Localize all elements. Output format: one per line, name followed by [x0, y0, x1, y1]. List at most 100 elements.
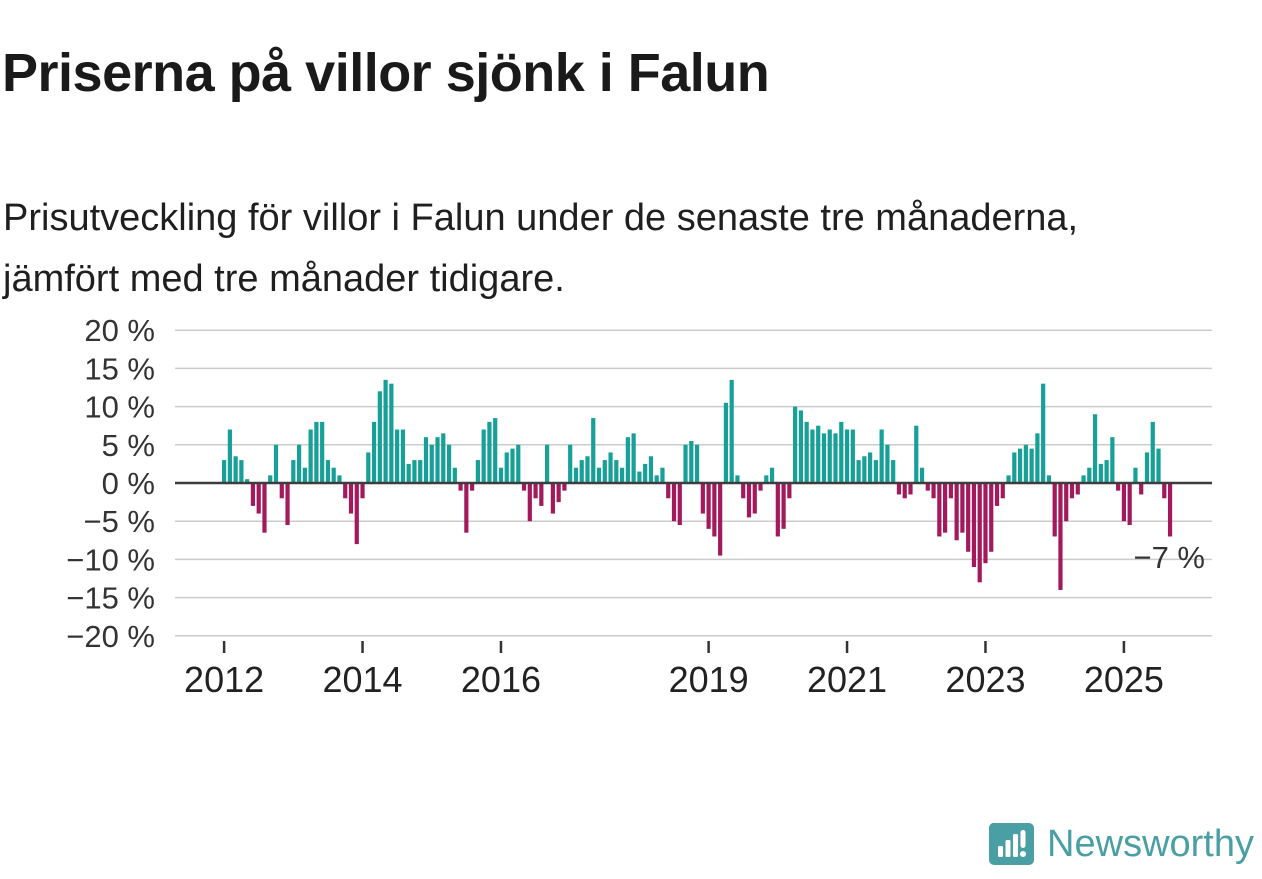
newsworthy-logo-icon [989, 821, 1035, 867]
bar-month-21 [343, 483, 348, 499]
brand-name: Newsworthy [1047, 822, 1254, 865]
bar-month-30 [395, 429, 400, 483]
page-title: Priserna på villor sjönk i Falun [2, 43, 770, 104]
bar-month-36 [429, 444, 434, 483]
bar-month-12 [291, 460, 296, 483]
bar-month-145 [1058, 483, 1063, 590]
bar-month-61 [573, 467, 579, 483]
bar-month-146 [1064, 483, 1069, 522]
bar-month-3 [239, 460, 244, 483]
bar-month-69 [619, 467, 625, 483]
bar-month-14 [302, 467, 307, 483]
bar-month-54 [533, 483, 538, 499]
bar-month-23 [354, 483, 359, 545]
bar-month-72 [637, 471, 642, 483]
bar-month-76 [660, 467, 665, 483]
bar-month-140 [1029, 448, 1034, 483]
bar-month-88 [729, 379, 734, 483]
svg-text:2012: 2012 [184, 659, 264, 700]
bar-month-136 [1006, 475, 1011, 483]
bar-month-75 [654, 475, 659, 483]
bar-month-90 [741, 483, 746, 499]
bar-month-160 [1144, 452, 1150, 483]
bar-month-71 [631, 433, 636, 483]
svg-text:2023: 2023 [945, 659, 1025, 700]
bar-month-57 [550, 483, 555, 514]
bar-month-42 [464, 483, 469, 533]
bar-month-84 [706, 483, 711, 529]
bar-month-120 [914, 425, 919, 483]
bar-month-99 [793, 406, 798, 483]
bar-month-102 [810, 429, 815, 483]
bar-month-34 [418, 460, 423, 483]
bar-month-105 [827, 429, 832, 483]
svg-text:0 %: 0 % [102, 466, 155, 501]
bar-month-49 [504, 452, 509, 483]
bar-month-164 [1167, 483, 1173, 537]
bar-month-17 [320, 421, 325, 483]
bar-month-47 [493, 418, 498, 483]
bar-month-132 [983, 483, 988, 564]
bar-month-74 [648, 456, 654, 483]
bar-month-163 [1162, 483, 1167, 499]
bar-month-113 [873, 460, 878, 483]
bar-month-155 [1116, 483, 1121, 491]
bar-month-154 [1110, 437, 1115, 483]
bar-month-106 [833, 433, 838, 483]
bar-month-148 [1075, 483, 1080, 495]
svg-text:−5 %: −5 % [83, 504, 155, 539]
bar-month-92 [752, 483, 757, 514]
bar-month-108 [844, 429, 850, 483]
bar-month-5 [250, 483, 256, 506]
bar-month-10 [279, 483, 284, 499]
bar-month-11 [285, 483, 290, 526]
bar-month-62 [579, 460, 584, 483]
svg-text:15 %: 15 % [84, 351, 155, 386]
bar-month-83 [700, 483, 705, 514]
bar-month-109 [850, 429, 855, 483]
bar-month-159 [1139, 483, 1144, 495]
bar-month-46 [487, 421, 492, 483]
latest-value-annotation: −7 % [1133, 540, 1205, 575]
svg-text:2025: 2025 [1084, 659, 1164, 700]
bar-month-117 [896, 483, 902, 495]
bar-month-26 [371, 421, 377, 483]
bar-month-85 [712, 483, 717, 537]
bar-month-55 [539, 483, 544, 506]
bar-month-112 [868, 452, 873, 483]
bar-month-56 [545, 444, 550, 483]
bar-month-150 [1087, 467, 1092, 483]
svg-text:2014: 2014 [322, 659, 402, 700]
bar-month-2 [233, 456, 238, 483]
bar-month-25 [366, 452, 371, 483]
bar-month-44 [475, 460, 480, 483]
bar-month-134 [994, 483, 1000, 506]
bar-month-116 [891, 460, 896, 483]
chart-subtitle: Prisutveckling för villor i Falun under … [3, 197, 1079, 300]
bar-month-28 [383, 379, 388, 483]
bar-month-101 [804, 421, 809, 483]
bar-month-16 [314, 421, 319, 483]
bar-month-64 [591, 418, 596, 483]
bar-month-39 [446, 444, 452, 483]
bar-month-121 [919, 467, 925, 483]
bar-month-126 [948, 483, 953, 499]
svg-text:2021: 2021 [807, 659, 887, 700]
svg-text:5 %: 5 % [102, 428, 155, 463]
bar-month-138 [1017, 448, 1023, 483]
bar-month-130 [971, 483, 977, 568]
bar-month-119 [908, 483, 913, 495]
bar-month-65 [596, 467, 602, 483]
bar-month-147 [1069, 483, 1075, 499]
bar-month-107 [839, 421, 844, 483]
bar-month-67 [608, 452, 613, 483]
bar-month-149 [1081, 475, 1086, 483]
bar-month-68 [614, 460, 619, 483]
price-change-bar-chart: 20 %15 % 10 %5 %0 %−5 %−10 % −15 %−20 % 201… [66, 313, 1212, 700]
bar-month-48 [498, 467, 504, 483]
bar-month-97 [781, 483, 786, 529]
bar-month-127 [954, 483, 959, 541]
bar-month-158 [1133, 467, 1138, 483]
bar-month-22 [348, 483, 354, 514]
bar-month-81 [689, 440, 694, 483]
